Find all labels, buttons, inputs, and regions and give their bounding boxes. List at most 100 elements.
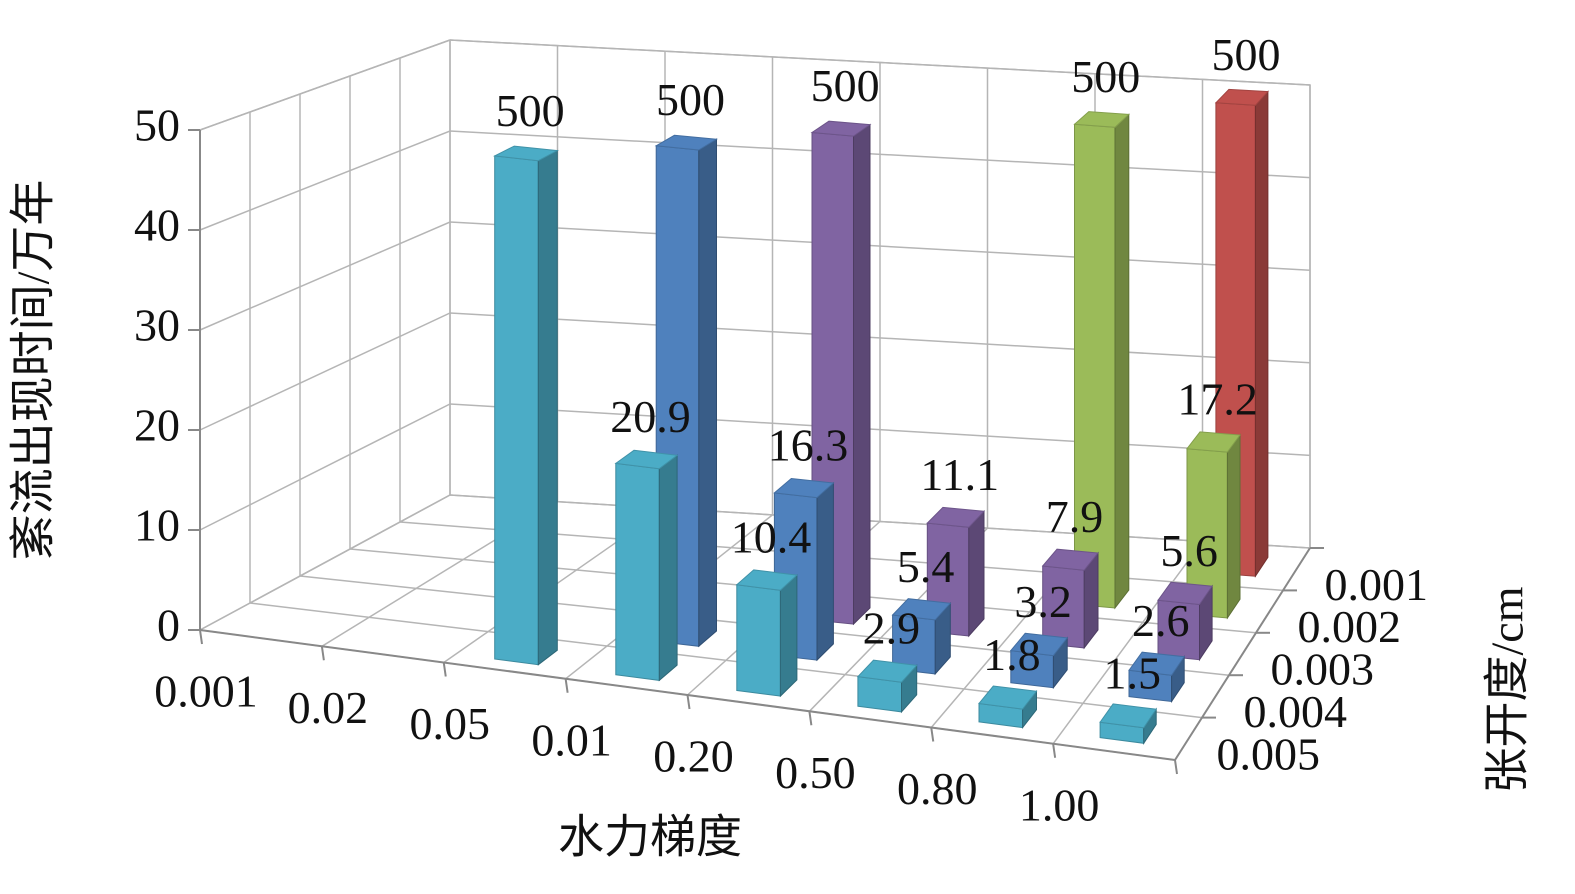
bar (492, 145, 559, 666)
bar-side (1254, 90, 1269, 578)
label-layer: 0 10 20 30 40 50 0.001 0.02 0.05 0.01 0.20 0.50 0.80… (134, 29, 1428, 831)
bar-top (1214, 88, 1269, 106)
x-tick (930, 727, 935, 742)
value-label: 500 (1071, 51, 1140, 102)
value-label: 10.4 (731, 512, 812, 563)
x-tick-label: 0.50 (775, 747, 856, 798)
x-tick-label: 0.80 (897, 763, 978, 814)
value-label: 500 (496, 85, 565, 136)
bar-top (1157, 581, 1213, 606)
bar-side (1114, 113, 1130, 610)
value-label: 5.4 (897, 541, 955, 592)
x-tick (1052, 743, 1057, 758)
bar-side (537, 149, 558, 666)
value-label: 500 (811, 60, 880, 111)
y-tick-label: 0 (157, 600, 180, 651)
bar-top (978, 685, 1038, 710)
depth-axis (1174, 547, 1311, 761)
bar (1186, 431, 1241, 620)
floor-line (249, 602, 1203, 719)
x-tick (1174, 759, 1178, 775)
y-tick-label: 20 (134, 400, 180, 451)
bar-side (698, 138, 717, 648)
value-label: 2.6 (1132, 595, 1190, 646)
x-tick (808, 711, 813, 726)
bar (1041, 548, 1099, 650)
value-label: 7.9 (1046, 491, 1104, 542)
y-tick-label: 30 (134, 300, 180, 351)
x-tick (199, 629, 203, 645)
bar (891, 598, 952, 676)
bar-top (1099, 703, 1158, 729)
depth-axis-title: 张开度/cm (1482, 586, 1533, 793)
bar (1009, 632, 1069, 690)
bar-front (615, 462, 660, 681)
bar-top (856, 659, 918, 683)
value-label: 2.9 (863, 603, 921, 654)
bar-top (1073, 111, 1130, 128)
depth-tick-label: 0.004 (1244, 686, 1348, 737)
x-tick-label: 0.001 (154, 666, 258, 717)
bar-front (494, 155, 539, 666)
depth-tick-label: 0.005 (1217, 728, 1321, 779)
bar-side (658, 454, 678, 682)
value-label: 1.5 (1104, 647, 1162, 698)
y-tick-label: 10 (134, 500, 180, 551)
bar-top (1041, 548, 1099, 571)
bar (978, 685, 1038, 730)
bar-side (1226, 433, 1241, 620)
bar (614, 449, 679, 682)
y-tick-label: 50 (134, 100, 180, 151)
bar-front (857, 676, 902, 713)
grid-line (199, 403, 1311, 531)
x-tick (564, 678, 569, 693)
grid-line (199, 494, 1311, 631)
bar-side (853, 123, 871, 626)
floor-line (1052, 540, 1204, 745)
bar (735, 569, 799, 698)
bar-top (1186, 431, 1241, 453)
grid-line (199, 221, 1311, 331)
value-label: 11.1 (920, 449, 999, 500)
bar-top (891, 598, 952, 621)
bar (1214, 88, 1269, 578)
bar (856, 659, 918, 714)
bar-top (735, 569, 799, 591)
value-label: 5.6 (1160, 525, 1218, 576)
grid-line (199, 39, 1311, 131)
bar (1157, 581, 1213, 662)
bar-top (1009, 632, 1069, 657)
depth-tick-label: 0.001 (1325, 559, 1429, 610)
bar-top (654, 134, 719, 151)
value-label: 16.3 (768, 420, 849, 471)
bar (1073, 111, 1130, 610)
bar-top (810, 120, 872, 137)
bar-side (779, 573, 798, 698)
value-label: 500 (656, 74, 725, 125)
bar-top (773, 477, 835, 499)
value-label: 20.9 (610, 391, 691, 442)
x-tick (320, 646, 325, 661)
bar-side (816, 481, 834, 662)
bar-top (492, 145, 559, 162)
bar-front (736, 584, 781, 697)
grid-line (199, 130, 1311, 231)
x-tick (442, 662, 447, 677)
depth-tick-label: 0.003 (1271, 644, 1375, 695)
depth-tick-label: 0.002 (1298, 601, 1402, 652)
x-tick (686, 694, 691, 710)
value-label: 17.2 (1177, 374, 1258, 425)
bar-side (968, 510, 985, 638)
x-tick-label: 0.01 (531, 714, 612, 765)
bar (1128, 651, 1186, 704)
x-tick-label: 0.02 (288, 682, 369, 733)
grid-line (199, 312, 1311, 431)
x-tick-label: 0.05 (409, 698, 490, 749)
x-tick-label: 0.20 (653, 731, 734, 782)
y-axis-title: 紊流出现时间/万年 (8, 180, 59, 561)
value-label: 3.2 (1014, 576, 1072, 627)
bar-layer (492, 88, 1269, 745)
x-tick-label: 1.00 (1019, 779, 1100, 830)
x-axis-title: 水力梯度 (558, 812, 742, 863)
